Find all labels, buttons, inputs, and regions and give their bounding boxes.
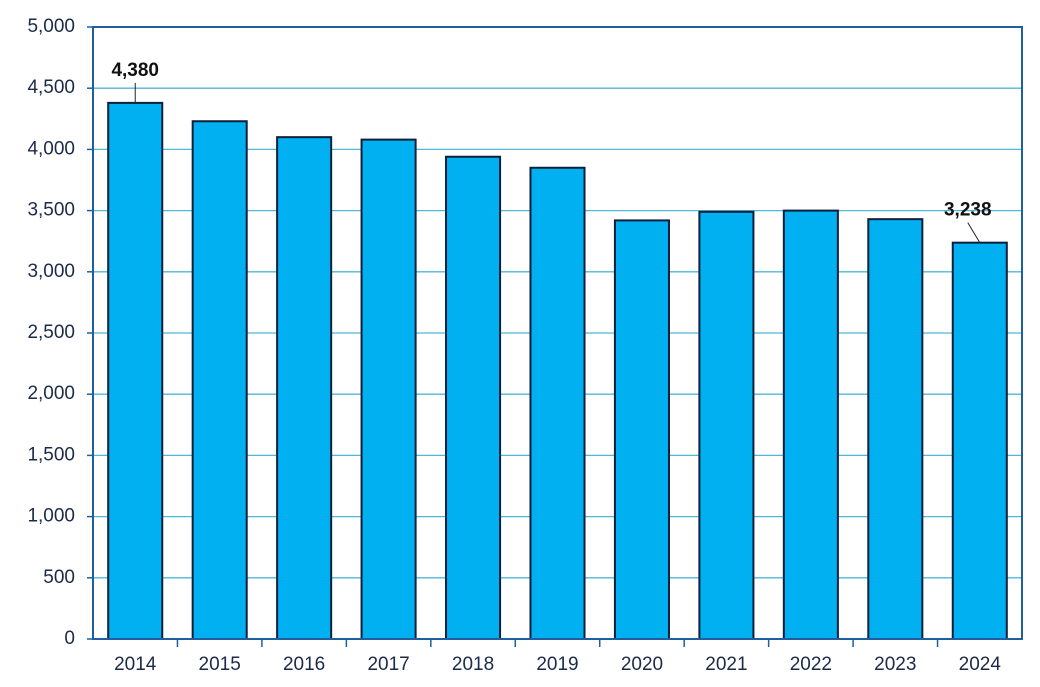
x-tick-label: 2019 — [536, 654, 578, 675]
bar — [445, 155, 502, 641]
bars — [107, 101, 1008, 641]
bar — [951, 241, 1008, 640]
leader-line — [967, 222, 981, 243]
x-tick-label: 2023 — [874, 654, 916, 675]
y-tick-label: 2,000 — [27, 383, 75, 404]
bar — [613, 219, 670, 640]
y-tick-label: 3,500 — [27, 200, 75, 221]
bar — [698, 210, 755, 640]
bar — [360, 138, 417, 640]
bar — [782, 209, 839, 640]
bar — [529, 166, 586, 640]
x-tick-label: 2014 — [114, 654, 157, 675]
bar — [107, 101, 164, 640]
y-tick-label: 1,000 — [27, 506, 75, 527]
y-tick-label: 5,000 — [27, 16, 75, 37]
x-tick-label: 2015 — [199, 654, 241, 675]
bar — [191, 120, 248, 641]
x-tick-label: 2022 — [790, 654, 832, 675]
y-tick-label: 1,500 — [27, 444, 75, 465]
data-label: 3,238 — [944, 200, 992, 221]
x-tick-label: 2018 — [452, 654, 494, 675]
x-tick-label: 2016 — [283, 654, 325, 675]
bar — [276, 136, 333, 640]
bar — [867, 218, 924, 640]
y-tick-label: 500 — [43, 567, 75, 588]
x-tick-label: 2020 — [621, 654, 663, 675]
y-tick-label: 4,000 — [27, 138, 75, 159]
y-tick-label: 2,500 — [27, 322, 75, 343]
x-tick-label: 2021 — [705, 654, 747, 675]
y-tick-label: 0 — [64, 628, 75, 649]
data-label: 4,380 — [111, 60, 159, 81]
x-tick-label: 2017 — [367, 654, 409, 675]
x-tick-label: 2024 — [959, 654, 1002, 675]
y-tick-label: 3,000 — [27, 261, 75, 282]
y-tick-label: 4,500 — [27, 77, 75, 98]
